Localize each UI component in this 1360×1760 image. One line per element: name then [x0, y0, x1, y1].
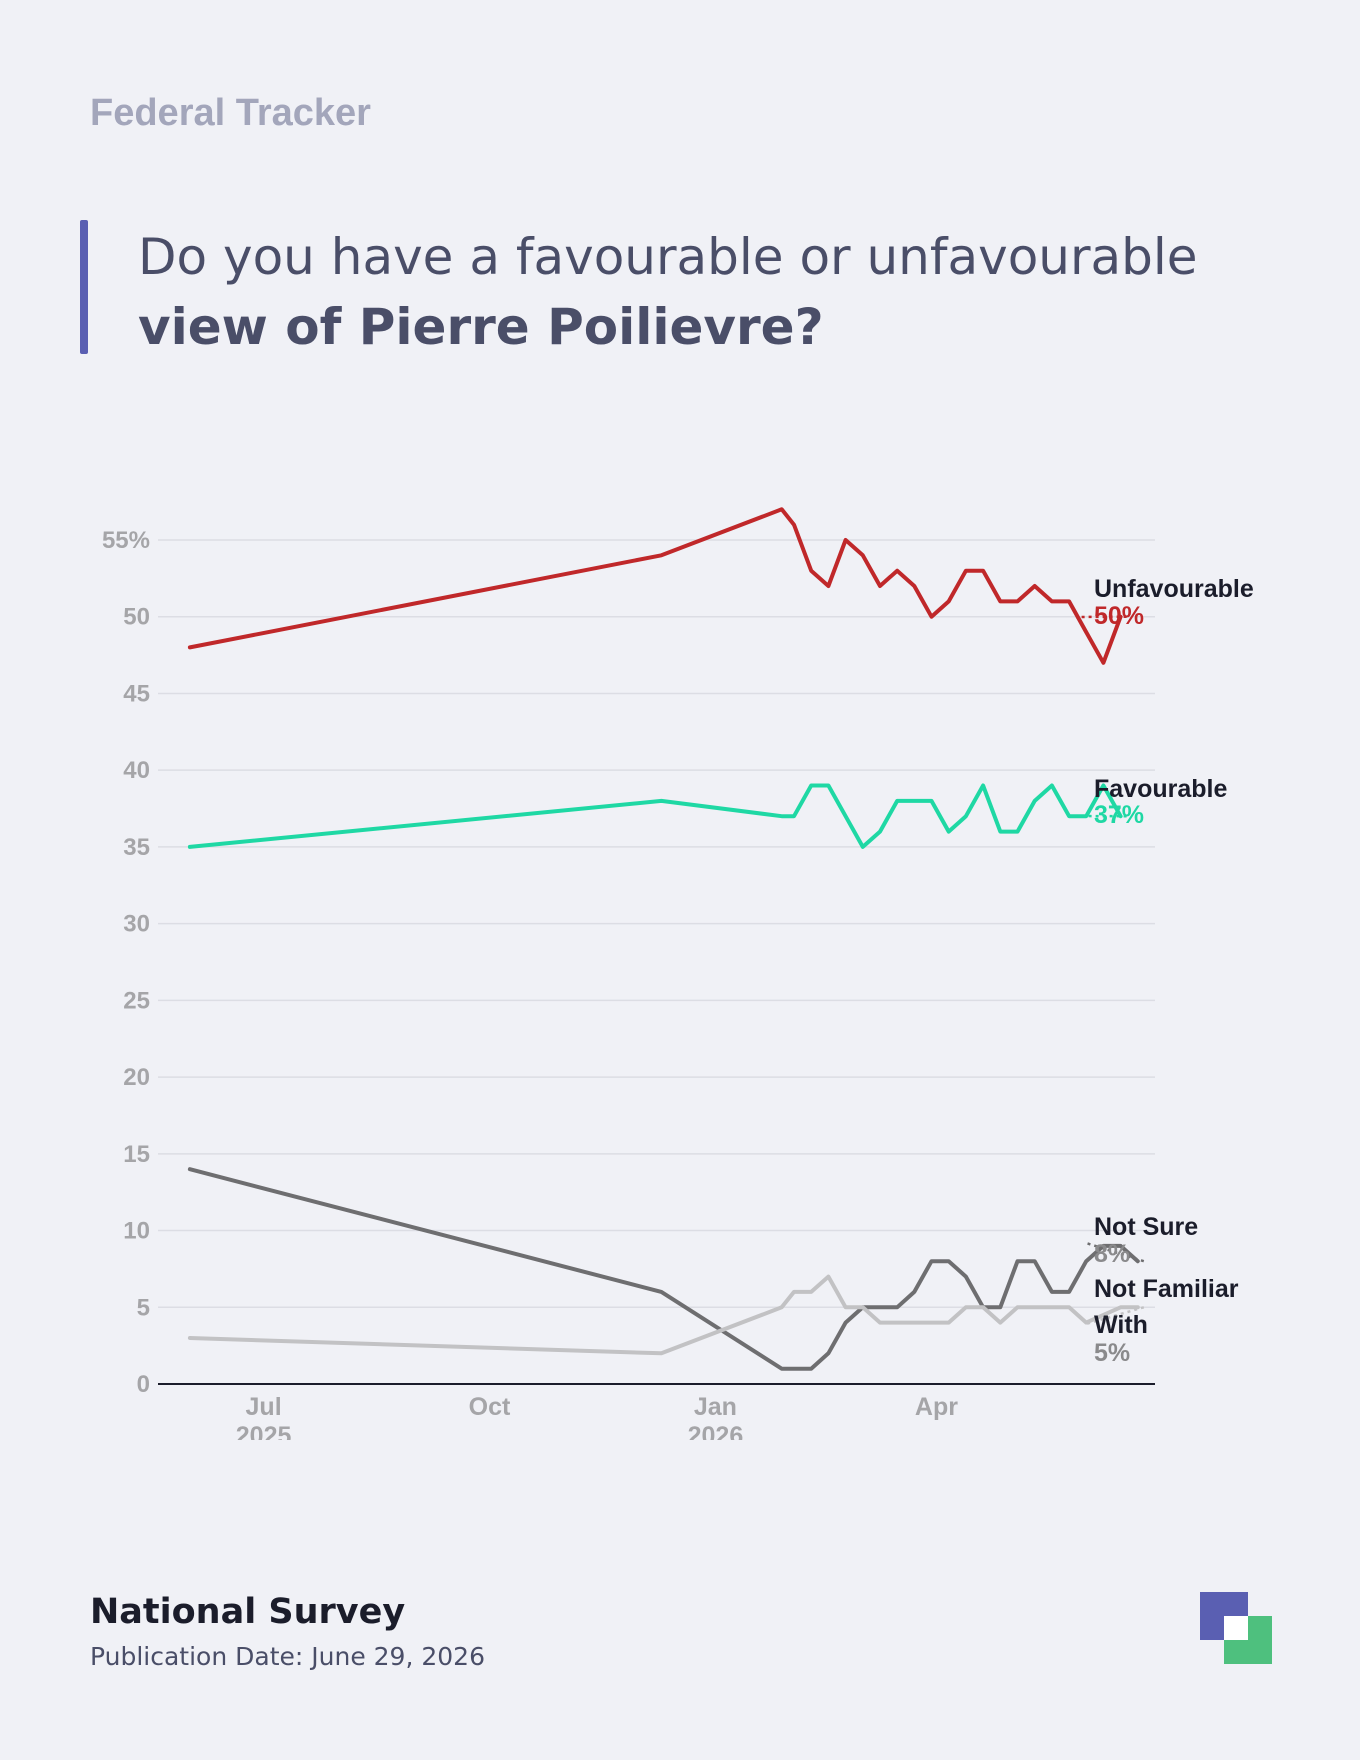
y-tick-label: 0 — [137, 1371, 150, 1398]
series-line-favourable — [187, 783, 1123, 849]
series-label-value: 50% — [1094, 602, 1144, 630]
series-line-unfavourable — [187, 507, 1123, 665]
brand-logo-icon — [1200, 1592, 1272, 1664]
x-tick-label: Jul — [246, 1393, 282, 1421]
question-regular: Do you have a favourable or unfavourable — [138, 228, 1198, 286]
x-tick-label: Oct — [469, 1393, 511, 1421]
y-tick-label: 20 — [123, 1064, 150, 1091]
y-tick-label: 10 — [123, 1218, 150, 1245]
x-tick-label: Apr — [915, 1393, 958, 1421]
y-tick-label: 45 — [123, 680, 150, 707]
series-leader-line — [1085, 1241, 1145, 1263]
series-line-not-familiar-with — [187, 1274, 1140, 1356]
series-label-value: 5% — [1094, 1339, 1130, 1367]
y-tick-label: 40 — [123, 757, 150, 784]
chart-question: Do you have a favourable or unfavourable… — [138, 222, 1238, 362]
publication-date: Publication Date: June 29, 2026 — [90, 1642, 485, 1671]
series-label-name: Not Sure — [1094, 1213, 1198, 1241]
series-label-value: 37% — [1094, 801, 1144, 829]
y-tick-label: 5 — [137, 1294, 150, 1321]
series-label-name: Not Familiar — [1094, 1275, 1239, 1303]
y-tick-label: 55% — [102, 527, 150, 554]
title-accent-bar — [80, 220, 88, 354]
series-label-value: 8% — [1094, 1240, 1130, 1268]
y-tick-label: 35 — [123, 834, 150, 861]
series-label-name: Unfavourable — [1094, 575, 1254, 603]
survey-name: National Survey — [90, 1592, 406, 1632]
series-label-name: With — [1094, 1311, 1148, 1339]
tracker-kicker: Federal Tracker — [90, 92, 371, 134]
x-tick-label: Jan — [694, 1393, 737, 1421]
y-tick-label: 50 — [123, 604, 150, 631]
series-leader-line — [1085, 1306, 1145, 1326]
y-tick-label: 15 — [123, 1141, 150, 1168]
series-line-not-sure — [187, 1167, 1140, 1371]
y-tick-label: 30 — [123, 911, 150, 938]
y-tick-label: 25 — [123, 987, 150, 1014]
x-tick-sublabel: 2025 — [236, 1422, 292, 1440]
question-bold: view of Pierre Poilievre? — [138, 298, 824, 356]
series-label-name: Favourable — [1094, 775, 1227, 803]
x-tick-sublabel: 2026 — [688, 1422, 744, 1440]
